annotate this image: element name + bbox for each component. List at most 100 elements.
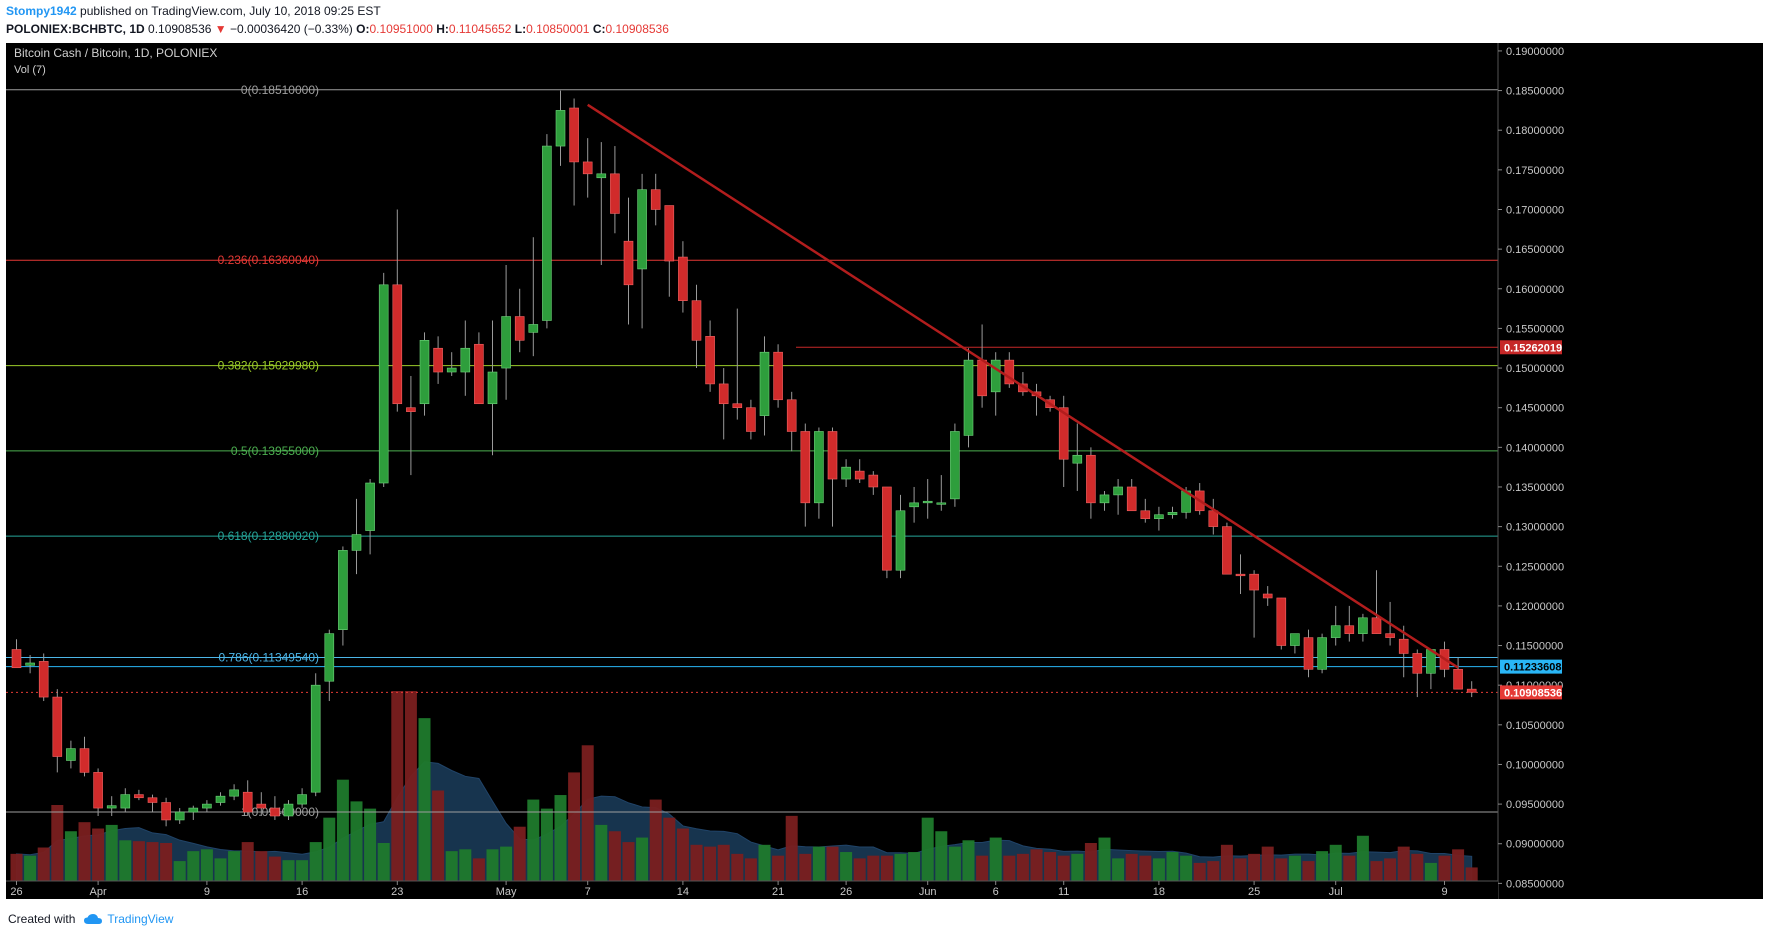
volume-bar bbox=[228, 851, 241, 881]
volume-bar bbox=[962, 840, 975, 881]
candle-body bbox=[786, 399, 797, 432]
volume-bar bbox=[132, 841, 145, 881]
candle-body bbox=[746, 407, 756, 432]
price-axis[interactable]: 0.19000000 0.18500000 0.18000000 0.17500000… bbox=[1497, 43, 1763, 899]
volume-bar bbox=[187, 851, 200, 881]
volume-bar bbox=[255, 851, 268, 881]
candle-body bbox=[1126, 486, 1137, 512]
candle-body bbox=[378, 284, 389, 484]
candle-body bbox=[569, 107, 579, 163]
volume-bar bbox=[1084, 843, 1097, 881]
high-label: H: bbox=[436, 22, 449, 36]
price-tick-label: 0.13500000 bbox=[1506, 482, 1564, 494]
volume-bar bbox=[486, 849, 499, 881]
volume-bar bbox=[758, 844, 771, 881]
candle-body bbox=[1113, 486, 1123, 496]
fib-level-label: 0.382(0.15029980) bbox=[218, 359, 319, 373]
trendlines[interactable] bbox=[587, 103, 1459, 669]
volume-bar bbox=[472, 858, 485, 881]
symbol-label: POLONIEX:BCHBTC, 1D bbox=[6, 22, 145, 36]
candle-body bbox=[610, 173, 620, 214]
volume-bar bbox=[690, 844, 703, 881]
candle-body bbox=[1222, 526, 1232, 575]
candle-body bbox=[297, 794, 307, 805]
candle-body bbox=[1262, 593, 1273, 599]
open-value: 0.10951000 bbox=[369, 22, 433, 36]
candle-body bbox=[1317, 637, 1327, 670]
time-tick-label: 26 bbox=[10, 886, 22, 898]
volume-bar bbox=[1125, 853, 1138, 881]
volume-bar bbox=[568, 772, 581, 881]
time-tick-label: 6 bbox=[993, 886, 999, 898]
candle-body bbox=[650, 189, 661, 210]
candle-body bbox=[446, 367, 457, 373]
candle-body bbox=[759, 351, 770, 416]
candle-body bbox=[1058, 407, 1069, 460]
candle-body bbox=[596, 173, 607, 179]
volume-bar bbox=[581, 745, 594, 881]
price-tick-label: 0.13000000 bbox=[1506, 522, 1564, 534]
volume-bar bbox=[540, 808, 553, 881]
volume-bar bbox=[1302, 861, 1315, 881]
volume-bar bbox=[772, 855, 785, 881]
volume-bar bbox=[1016, 853, 1029, 881]
fibonacci-levels[interactable]: 0(0.18510000) 0.236(0.16360040) 0.382(0.15… bbox=[6, 83, 1498, 819]
price-tick-label: 0.08500000 bbox=[1506, 878, 1564, 890]
volume-bar bbox=[1343, 855, 1356, 881]
candle-body bbox=[25, 662, 35, 666]
candle-body bbox=[1398, 638, 1409, 654]
time-tick-label: 11 bbox=[1058, 886, 1069, 898]
candle-body bbox=[365, 482, 375, 531]
volume-bar bbox=[64, 831, 77, 881]
candle-body bbox=[256, 803, 267, 809]
volume-bar bbox=[636, 837, 649, 881]
candlestick-chart[interactable]: Bitcoin Cash / Bitcoin, 1D, POLONIEX Vol… bbox=[6, 43, 1763, 899]
candle-body bbox=[1004, 359, 1015, 385]
cloud-icon bbox=[84, 914, 103, 924]
volume-bar bbox=[336, 779, 349, 881]
volume-bar bbox=[527, 799, 540, 881]
time-axis[interactable]: 26 Apr 9 16 23 May 7 14 21 26 Jun 6 11 18 25 Jul 9 bbox=[6, 880, 1498, 899]
volume-bar bbox=[921, 817, 934, 881]
volume-bar bbox=[554, 795, 567, 881]
volume-bar bbox=[595, 824, 608, 881]
volume-bar bbox=[241, 842, 254, 881]
volume-bar bbox=[785, 815, 798, 881]
volume-bars bbox=[10, 691, 1478, 881]
chart-panel[interactable]: Bitcoin Cash / Bitcoin, 1D, POLONIEX Vol… bbox=[6, 43, 1763, 899]
candle-body bbox=[188, 807, 199, 813]
candle-body bbox=[950, 431, 960, 500]
down-arrow-icon: ▼ bbox=[214, 22, 227, 36]
volume-bar bbox=[1044, 852, 1057, 881]
close-label: C: bbox=[592, 22, 606, 36]
volume-bar bbox=[500, 846, 513, 881]
tradingview-brand[interactable]: TradingView bbox=[83, 912, 173, 926]
volume-bar bbox=[1030, 849, 1043, 881]
time-tick-label: 7 bbox=[585, 886, 591, 898]
volume-bar bbox=[92, 828, 105, 881]
ohlc-header: POLONIEX:BCHBTC, 1D 0.10908536 ▼ −0.0003… bbox=[6, 22, 669, 38]
candle-body bbox=[120, 794, 131, 809]
candle-body bbox=[147, 797, 158, 803]
candle-body bbox=[1208, 510, 1219, 527]
volume-bar bbox=[160, 843, 173, 881]
candle-body bbox=[555, 110, 566, 147]
price-tick-label: 0.12500000 bbox=[1506, 561, 1564, 573]
volume-bar bbox=[1384, 858, 1397, 881]
candle-body bbox=[623, 240, 634, 286]
volume-bar bbox=[1166, 852, 1179, 881]
candle-body bbox=[909, 502, 919, 508]
candle-body bbox=[664, 205, 675, 262]
candle-body bbox=[854, 470, 865, 480]
price-badge-label: 0.10908536 bbox=[1504, 687, 1562, 699]
price-tick-label: 0.09000000 bbox=[1506, 839, 1564, 851]
time-tick-label: May bbox=[496, 886, 517, 898]
chart-title: Bitcoin Cash / Bitcoin, 1D, POLONIEX bbox=[14, 46, 217, 60]
tradingview-link[interactable]: TradingView bbox=[107, 912, 174, 926]
price-tick-label: 0.15000000 bbox=[1506, 363, 1564, 375]
volume-bar bbox=[1275, 858, 1288, 881]
time-tick-label: Jul bbox=[1329, 886, 1343, 898]
volume-bar bbox=[1003, 855, 1016, 881]
candle-body bbox=[1412, 653, 1423, 674]
author-link[interactable]: Stompy1942 bbox=[6, 4, 77, 18]
